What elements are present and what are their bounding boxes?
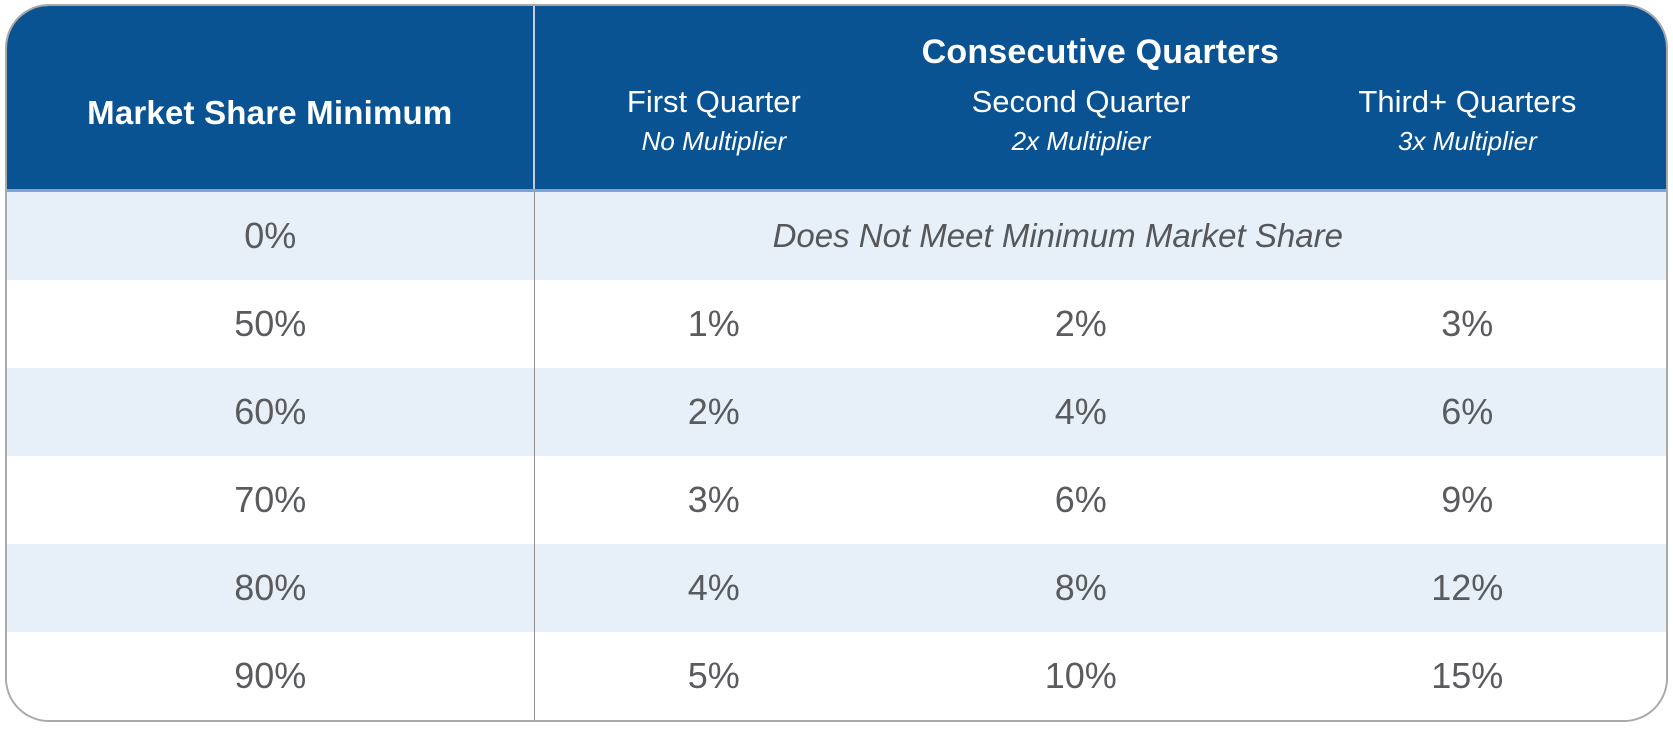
cell-value: 5% [687,655,740,696]
cell-value: 9% [1441,479,1494,520]
column-header-second-quarter: Second Quarter 2x Multiplier [893,84,1269,157]
second-quarter-subtitle: 2x Multiplier [1011,125,1151,156]
table-row-80pct: 80% 4% 8% 12% [7,544,1666,632]
cell-value: 3% [1441,303,1494,344]
cell-market-share: 90% [7,632,535,720]
cell-no-minimum-note: Does Not Meet Minimum Market Share [772,217,1343,254]
cell-value: 15% [1431,655,1504,696]
table-row-90pct: 90% 5% 10% 15% [7,632,1666,720]
cell-value: 6% [1441,391,1494,432]
first-quarter-label: First Quarter [626,84,801,119]
table-row-70pct: 70% 3% 6% 9% [7,456,1666,544]
cell-market-share: 70% [7,456,535,544]
third-quarters-label: Third+ Quarters [1358,84,1577,119]
first-quarter-subtitle: No Multiplier [641,125,787,156]
market-share-minimum-label: Market Share Minimum [87,93,453,131]
cell-value: 12% [1431,567,1504,608]
cell-value: 2% [1054,303,1107,344]
column-header-third-quarters: Third+ Quarters 3x Multiplier [1269,84,1666,157]
table-row-50pct: 50% 1% 2% 3% [7,280,1666,368]
cell-value: 3% [687,479,740,520]
cell-market-share: 60% [7,368,535,456]
cell-value: 10% [1044,655,1117,696]
cell-value: 4% [687,567,740,608]
second-quarter-label: Second Quarter [971,84,1191,119]
table-header: Market Share Minimum Consecutive Quarter… [7,6,1666,192]
column-header-first-quarter: First Quarter No Multiplier [535,84,894,157]
table-row-60pct: 60% 2% 4% 6% [7,368,1666,456]
quarter-column-headers: First Quarter No Multiplier Second Quart… [535,84,1666,157]
cell-value: 8% [1054,567,1107,608]
cell-value: 4% [1054,391,1107,432]
cell-market-share: 80% [7,544,535,632]
cell-market-share: 0% [7,192,535,280]
cell-value: 1% [687,303,740,344]
cell-value: 2% [687,391,740,432]
consecutive-quarters-header-group: Consecutive Quarters First Quarter No Mu… [535,6,1666,189]
third-quarters-subtitle: 3x Multiplier [1398,125,1537,156]
table-row-0pct: 0% Does Not Meet Minimum Market Share [7,192,1666,280]
cell-value: 6% [1054,479,1107,520]
multiplier-rate-table: Market Share Minimum Consecutive Quarter… [5,4,1668,722]
cell-market-share: 50% [7,280,535,368]
consecutive-quarters-title: Consecutive Quarters [921,33,1279,71]
market-share-minimum-header: Market Share Minimum [7,6,535,189]
